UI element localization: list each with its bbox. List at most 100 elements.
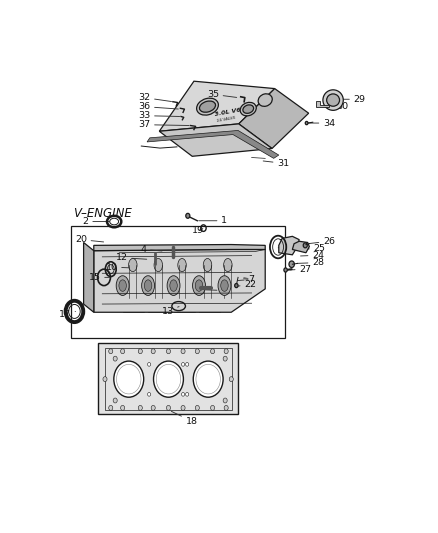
Ellipse shape: [148, 362, 151, 366]
Polygon shape: [94, 245, 265, 251]
Ellipse shape: [181, 392, 184, 396]
Text: 33: 33: [138, 111, 180, 120]
Ellipse shape: [154, 259, 162, 272]
Ellipse shape: [193, 276, 205, 295]
Text: 3.0L V6: 3.0L V6: [214, 108, 241, 117]
Text: 15: 15: [88, 273, 110, 282]
Ellipse shape: [203, 259, 212, 272]
Ellipse shape: [181, 406, 185, 410]
Text: 23: 23: [278, 239, 290, 248]
Ellipse shape: [138, 349, 142, 354]
Text: 34: 34: [307, 118, 335, 127]
Text: 12: 12: [116, 253, 147, 262]
Text: 10: 10: [106, 263, 131, 272]
Text: 26: 26: [309, 237, 335, 246]
Ellipse shape: [223, 398, 227, 403]
Text: 2: 2: [83, 217, 110, 226]
Ellipse shape: [181, 349, 185, 354]
Ellipse shape: [151, 349, 155, 354]
Ellipse shape: [109, 406, 113, 410]
Ellipse shape: [327, 94, 339, 106]
Polygon shape: [159, 124, 272, 156]
Text: 24: 24: [300, 251, 324, 260]
Ellipse shape: [103, 377, 107, 382]
Ellipse shape: [223, 356, 227, 361]
Ellipse shape: [218, 276, 231, 295]
Text: 13: 13: [162, 306, 179, 316]
Ellipse shape: [109, 349, 113, 354]
Text: 1: 1: [199, 216, 227, 225]
Ellipse shape: [129, 259, 137, 272]
Ellipse shape: [145, 280, 152, 292]
Ellipse shape: [119, 280, 127, 292]
Ellipse shape: [224, 406, 228, 410]
Ellipse shape: [195, 280, 203, 292]
Ellipse shape: [229, 377, 233, 382]
Ellipse shape: [167, 276, 180, 295]
Text: 17: 17: [59, 310, 75, 319]
Text: 32: 32: [138, 93, 172, 102]
Polygon shape: [94, 249, 265, 312]
Ellipse shape: [243, 105, 254, 114]
Ellipse shape: [235, 284, 238, 288]
Polygon shape: [98, 343, 238, 414]
Ellipse shape: [113, 398, 117, 403]
Ellipse shape: [240, 102, 256, 116]
Text: 27: 27: [290, 265, 311, 273]
Ellipse shape: [211, 406, 215, 410]
Ellipse shape: [148, 392, 151, 396]
Ellipse shape: [224, 259, 232, 272]
Ellipse shape: [166, 406, 170, 410]
Ellipse shape: [284, 268, 287, 272]
Polygon shape: [239, 88, 309, 149]
Ellipse shape: [114, 361, 144, 397]
Text: 36: 36: [138, 102, 178, 111]
Ellipse shape: [138, 406, 142, 410]
Text: 29: 29: [343, 95, 365, 104]
Polygon shape: [84, 243, 94, 312]
Ellipse shape: [166, 349, 170, 354]
Ellipse shape: [199, 101, 215, 112]
Polygon shape: [147, 131, 279, 158]
Text: 37: 37: [138, 120, 189, 129]
Polygon shape: [316, 101, 329, 107]
Text: V–ENGINE: V–ENGINE: [74, 207, 132, 220]
Ellipse shape: [113, 356, 117, 361]
Ellipse shape: [224, 349, 228, 354]
Text: 19: 19: [192, 226, 204, 235]
Text: 35: 35: [207, 90, 237, 99]
Polygon shape: [159, 81, 275, 131]
Ellipse shape: [211, 349, 215, 354]
Ellipse shape: [197, 98, 219, 115]
Text: 18: 18: [171, 411, 198, 425]
Ellipse shape: [195, 406, 199, 410]
Ellipse shape: [151, 406, 155, 410]
Bar: [71, 227, 285, 338]
Text: 4: 4: [141, 245, 162, 254]
Ellipse shape: [258, 94, 272, 107]
Text: 3: 3: [204, 286, 227, 295]
Polygon shape: [293, 241, 309, 253]
Ellipse shape: [120, 406, 125, 410]
Ellipse shape: [178, 259, 186, 272]
Ellipse shape: [116, 276, 129, 295]
Ellipse shape: [221, 280, 228, 292]
Polygon shape: [279, 236, 299, 255]
Text: 25: 25: [300, 244, 325, 253]
Text: 30: 30: [328, 102, 349, 111]
Ellipse shape: [186, 392, 189, 396]
Text: 22: 22: [236, 280, 256, 289]
Ellipse shape: [186, 362, 189, 366]
Ellipse shape: [195, 349, 199, 354]
Text: 28: 28: [297, 258, 324, 267]
Text: 24 VALVE: 24 VALVE: [216, 116, 236, 124]
Ellipse shape: [303, 243, 307, 248]
Ellipse shape: [154, 361, 184, 397]
Ellipse shape: [289, 261, 294, 268]
Text: 7: 7: [238, 275, 254, 284]
Ellipse shape: [170, 280, 177, 292]
Ellipse shape: [181, 362, 184, 366]
Text: 31: 31: [263, 159, 289, 168]
Ellipse shape: [305, 122, 308, 125]
Ellipse shape: [323, 90, 343, 110]
